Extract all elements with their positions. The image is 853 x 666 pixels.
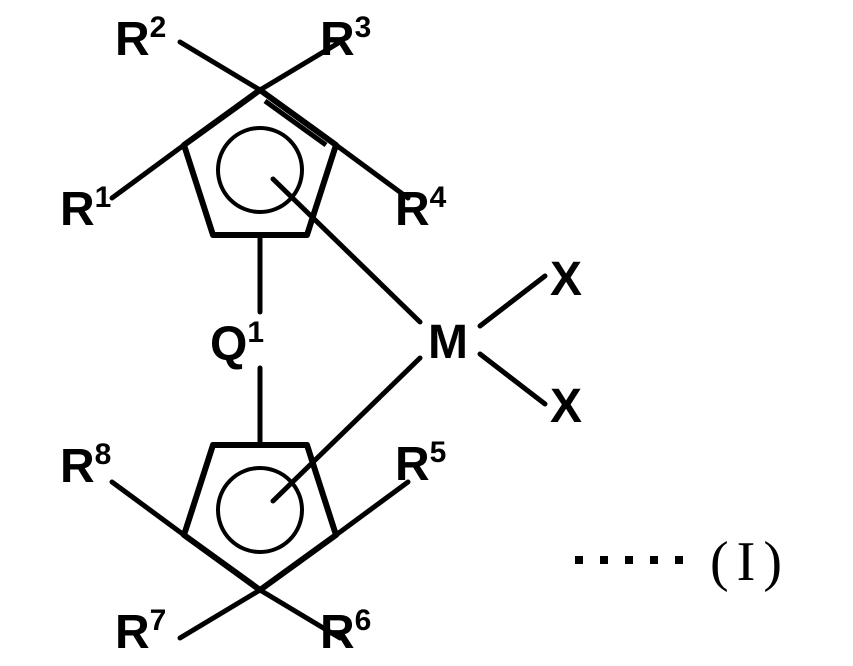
- bonds: [112, 42, 545, 638]
- label-r2: R2: [115, 11, 166, 66]
- svg-text:(I): (I): [710, 531, 782, 593]
- label-r4: R4: [395, 181, 447, 236]
- label-r7: R7: [115, 604, 166, 659]
- label-m: M: [428, 316, 468, 369]
- label-r6: R6: [320, 604, 371, 659]
- label-r3: R3: [320, 11, 371, 66]
- label-x-top: X: [550, 253, 582, 306]
- label-x-bot: X: [550, 380, 582, 433]
- formula-number: (I): [575, 531, 782, 593]
- bottom-cp-ring: [184, 445, 336, 590]
- top-cp-ring: [184, 90, 336, 235]
- label-q1: Q1: [210, 316, 264, 371]
- label-r1: R1: [60, 181, 111, 236]
- label-r5: R5: [395, 436, 446, 491]
- metallocene-diagram: R1 R2 R3 R4 R5 R6 R7 R8 Q1 M X X (I): [0, 0, 853, 666]
- label-r8: R8: [60, 438, 111, 493]
